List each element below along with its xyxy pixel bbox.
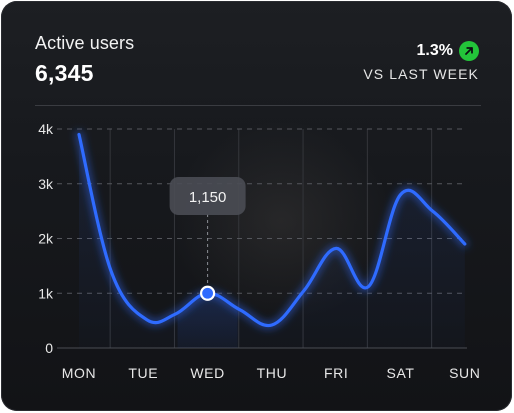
x-tick-label: MON: [62, 365, 96, 381]
area-fill: [79, 134, 465, 348]
y-tick-label: 0: [45, 340, 53, 356]
y-tick-label: 1k: [38, 285, 54, 301]
change-indicator: 1.3%: [417, 41, 479, 61]
x-tick-label: TUE: [128, 365, 158, 381]
tooltip-bubble: [169, 177, 246, 215]
y-tick-label: 2k: [38, 231, 54, 247]
change-caption: VS LAST WEEK: [363, 66, 479, 82]
series-line: [77, 132, 467, 328]
x-tick-label: SUN: [449, 365, 480, 381]
header-divider: [35, 105, 481, 106]
x-tick-label: THU: [257, 365, 288, 381]
x-tick-label: FRI: [324, 365, 348, 381]
card-title: Active users: [35, 33, 135, 53]
y-tick-label: 3k: [38, 176, 54, 192]
x-tick-label: SAT: [387, 365, 415, 381]
change-percent: 1.3%: [416, 42, 453, 59]
x-tick-label: WED: [190, 365, 224, 381]
tooltip-value: 1,150: [189, 189, 227, 206]
y-tick-label: 4k: [38, 121, 54, 137]
active-users-value: 6,345: [35, 60, 94, 86]
highlighted-data-point: [200, 285, 216, 301]
arrow-up-right-icon: [459, 41, 479, 61]
